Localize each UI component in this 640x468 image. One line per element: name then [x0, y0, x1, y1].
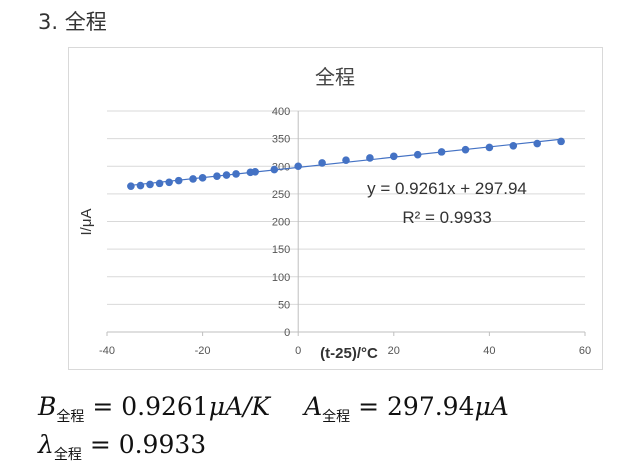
y-tick-label: 400: [272, 106, 290, 118]
y-tick-label: 200: [272, 217, 290, 229]
trendline-equation: y = 0.9261x + 297.94: [367, 179, 527, 198]
x-tick-label: 20: [388, 345, 400, 357]
formula-line-2: λ全程 = 0.9933: [38, 430, 207, 463]
chart-title: 全程: [315, 66, 355, 89]
x-tick-label: 40: [483, 345, 495, 357]
y-tick-label: 350: [272, 134, 290, 146]
y-tick-label: 100: [272, 272, 290, 284]
data-point: [127, 182, 135, 190]
lambda-subscript: 全程: [53, 447, 82, 463]
data-point: [509, 142, 518, 150]
data-point: [155, 179, 164, 188]
data-point: [437, 148, 446, 156]
data-point: [198, 174, 207, 182]
lambda-symbol: λ: [38, 430, 54, 459]
x-tick-label: 60: [579, 345, 591, 357]
data-point: [165, 178, 173, 187]
a-value: = 297.94: [358, 392, 475, 421]
chart-frame: 全程 0 50 100 150 200 250 300 350 400 -40 -20 0 20 40 6…: [68, 47, 603, 370]
data-point: [485, 143, 494, 152]
data-point: [146, 180, 154, 189]
section-heading: 3. 全程: [38, 10, 107, 34]
data-point: [174, 176, 183, 185]
data-point: [222, 171, 231, 179]
lambda-value: = 0.9933: [89, 430, 207, 459]
b-symbol: B: [38, 392, 57, 421]
a-symbol: A: [304, 392, 323, 421]
y-tick-label: 50: [278, 299, 290, 311]
b-value: = 0.9261: [92, 392, 209, 421]
data-point: [366, 154, 374, 162]
data-point: [270, 165, 279, 174]
data-point: [533, 139, 541, 148]
data-point: [189, 175, 197, 183]
formula-line-1: B全程 = 0.9261μA/K A全程 = 297.94μA: [38, 392, 509, 425]
data-point: [251, 167, 259, 176]
data-point: [342, 156, 350, 164]
a-unit: μA: [474, 392, 509, 421]
data-point: [294, 162, 302, 171]
data-point: [461, 145, 470, 154]
y-tick-label: 250: [272, 189, 290, 201]
b-unit: μA/K: [208, 392, 271, 421]
b-subscript: 全程: [56, 409, 85, 425]
data-point: [232, 170, 240, 178]
data-point: [557, 137, 565, 146]
x-tick-label: -20: [195, 345, 211, 357]
y-tick-label: 0: [284, 327, 290, 339]
x-tick-label: 0: [295, 345, 301, 357]
y-axis-label: I/μA: [78, 209, 95, 236]
y-tick-label: 150: [272, 244, 290, 256]
x-tick-label: -40: [99, 345, 115, 357]
r-squared-label: R² = 0.9933: [402, 208, 491, 227]
data-point: [213, 172, 221, 180]
data-point: [390, 152, 398, 161]
data-point: [136, 181, 145, 190]
a-subscript: 全程: [322, 409, 351, 425]
data-point: [413, 150, 422, 159]
x-axis-label: (t-25)/°C: [320, 345, 378, 362]
data-point: [318, 159, 326, 167]
